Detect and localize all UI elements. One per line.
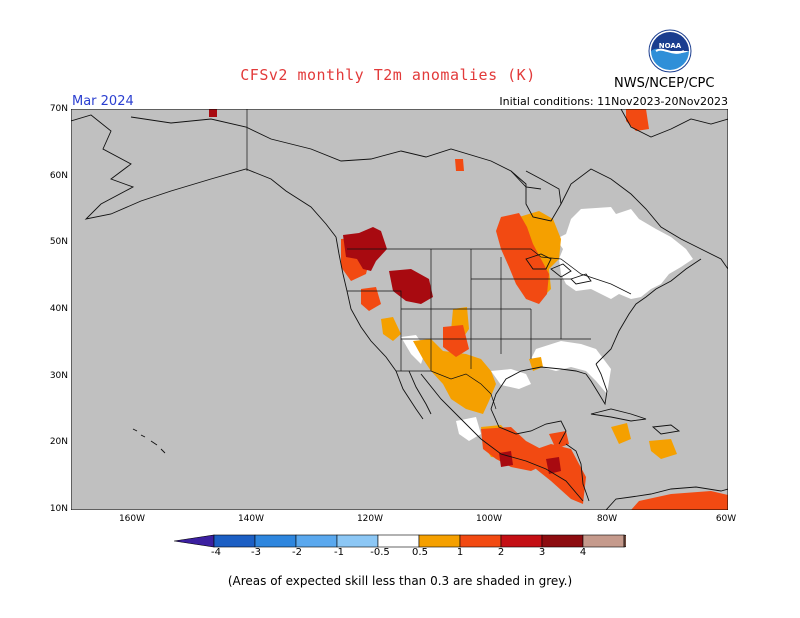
coastlines [71, 109, 728, 510]
anomaly-region-red-greenland [626, 109, 649, 131]
labrador-coast [560, 168, 728, 270]
colorbar-label: 2 [497, 547, 505, 558]
noaa-logo: NOAA [648, 29, 692, 73]
lon-label-100w: 100W [475, 514, 503, 524]
anomaly-region-darkred-rockies [389, 269, 433, 304]
anomaly-region-red-mexico [481, 427, 546, 471]
alaska-coast [71, 114, 337, 238]
anomaly-region-orange-hispaniola [649, 439, 677, 459]
greenland [620, 109, 728, 138]
anomaly-region-red-upper-midwest [496, 213, 549, 304]
anomaly-region-red-south-america [631, 491, 728, 510]
lon-label-160w: 160W [118, 514, 146, 524]
colorbar-segment [254, 534, 297, 548]
hawaii [132, 428, 166, 454]
yucatan [490, 408, 567, 445]
anomaly-region-orange-caribbean [611, 423, 631, 444]
anomaly-region-white-southeast [531, 341, 611, 394]
anomaly-region-orange-southwest [413, 339, 496, 414]
us-east-coast [595, 258, 702, 365]
lat-label-40n: 40N [49, 304, 68, 314]
anomaly-region-red-central [443, 325, 469, 357]
lon-label-80w: 80W [596, 514, 618, 524]
colorbar-label: 4 [579, 547, 587, 558]
forecast-month: Mar 2024 [72, 94, 134, 109]
map-background [71, 109, 728, 510]
colorbar-segment [295, 534, 338, 548]
arctic-coast [130, 116, 542, 190]
anomaly-region-darkred-mexico [499, 451, 513, 467]
colorbar-segment [500, 534, 543, 548]
anomaly-region-darkred-central-america [546, 457, 561, 474]
colorbar [174, 534, 626, 548]
colorbar-segment [418, 534, 461, 548]
lon-label-120w: 120W [356, 514, 384, 524]
hudson-bay [510, 170, 562, 222]
map-title: CFSv2 monthly T2m anomalies (K) [0, 66, 800, 84]
political-borders [246, 109, 632, 410]
colorbar-label: -0.5 [370, 547, 390, 558]
cuba [590, 408, 647, 422]
lat-label-30n: 30N [49, 371, 68, 381]
lon-label-140w: 140W [237, 514, 265, 524]
colorbar-segment [336, 534, 379, 548]
south-america-coast [605, 486, 728, 510]
lon-label-60w: 60W [715, 514, 737, 524]
colorbar-label: -4 [211, 547, 221, 558]
anomaly-map [71, 109, 728, 510]
colorbar-right-arrow [623, 534, 626, 548]
colorbar-segment [377, 534, 420, 548]
map-title-text: CFSv2 monthly T2m anomalies (K) [240, 66, 536, 84]
colorbar-label: -1 [334, 547, 344, 558]
colorbar-left-arrow [174, 534, 215, 548]
anomaly-region-darkred-alaska [209, 109, 217, 117]
lat-label-10n: 10N [49, 504, 68, 514]
us-canada-border [347, 248, 632, 295]
colorbar-segment [459, 534, 502, 548]
agency-label: NWS/NCEP/CPC [614, 76, 715, 91]
central-america-caribbean [565, 443, 590, 502]
lat-label-20n: 20N [49, 437, 68, 447]
lat-label-60n: 60N [49, 171, 68, 181]
baja-california [395, 370, 432, 420]
gulf-coast [490, 366, 587, 410]
initial-conditions: Initial conditions: 11Nov2023-20Nov2023 [499, 95, 728, 108]
us-west-coast [335, 236, 397, 372]
colorbar-label: -3 [251, 547, 261, 558]
anomaly-region-red-nevada [361, 287, 381, 311]
hispaniola [651, 424, 681, 435]
skill-footnote: (Areas of expected skill less than 0.3 a… [227, 574, 573, 588]
anomaly-region-red-canada [455, 159, 464, 171]
anomaly-region-orange-westcoast [381, 317, 401, 341]
colorbar-label: 3 [538, 547, 546, 558]
colorbar-segment [582, 534, 625, 548]
florida [585, 363, 608, 406]
anomaly-region-white-gulf [491, 369, 531, 389]
colorbar-label: -2 [292, 547, 302, 558]
lat-label-50n: 50N [49, 237, 68, 247]
lat-label-70n: 70N [49, 104, 68, 114]
colorbar-label: 0.5 [412, 547, 428, 558]
anomaly-region-white-mexico [456, 417, 481, 441]
state-lines [347, 249, 591, 371]
noaa-logo-text: NOAA [659, 42, 682, 50]
colorbar-label: 1 [456, 547, 464, 558]
colorbar-segment [541, 534, 584, 548]
anomaly-region-white-northeast [556, 207, 693, 299]
mexico-pacific-coast [420, 373, 584, 502]
colorbar-segment [213, 534, 256, 548]
